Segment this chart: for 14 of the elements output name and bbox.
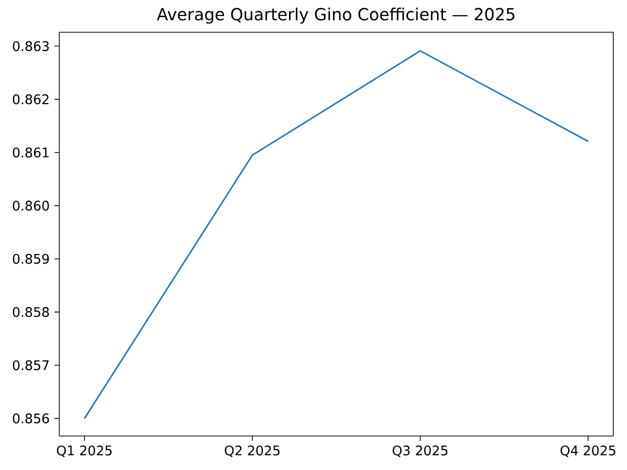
x-tick-label: Q1 2025 <box>56 445 112 457</box>
y-tick-label: 0.857 <box>12 360 49 370</box>
x-tick-label: Q4 2025 <box>560 445 616 457</box>
y-tick-label: 0.856 <box>12 413 49 424</box>
y-tick-label: 0.860 <box>12 200 49 211</box>
chart-title: Average Quarterly Gino Coefficient — 2025 <box>156 8 514 24</box>
y-tick-label: 0.861 <box>12 147 49 158</box>
y-tick-label: 0.862 <box>12 94 48 104</box>
x-tick-label: Q3 2025 <box>392 445 448 457</box>
y-tick-label: 0.858 <box>12 307 49 318</box>
y-tick-label: 0.863 <box>12 41 49 52</box>
x-tick-label: Q2 2025 <box>224 445 280 457</box>
y-tick-label: 0.859 <box>12 254 49 264</box>
line-series <box>84 50 589 420</box>
